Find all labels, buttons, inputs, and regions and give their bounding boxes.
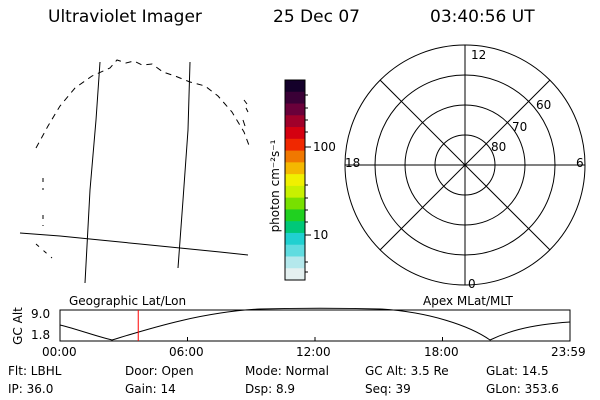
colorbar-tick-100: 100 bbox=[313, 140, 336, 154]
altitude-curve bbox=[59, 307, 571, 341]
apex-label: Apex MLat/MLT bbox=[423, 294, 513, 308]
lat-label-70: 70 bbox=[512, 120, 528, 134]
map-outline-dashed bbox=[35, 59, 251, 149]
mlt-label-12: 12 bbox=[471, 48, 487, 62]
colorbar-segment bbox=[285, 221, 305, 234]
info-gain: Gain: 14 bbox=[125, 382, 176, 396]
colorbar-segment bbox=[285, 103, 305, 116]
time-label: 03:40:56 UT bbox=[430, 7, 535, 27]
altitude-axis-title: GC Alt bbox=[11, 307, 25, 345]
info-mode: Mode: Normal bbox=[245, 364, 329, 378]
altitude-tick-9: 9.0 bbox=[31, 307, 51, 321]
longitude-line-west bbox=[84, 61, 101, 284]
colorbar-segment bbox=[285, 244, 305, 258]
colorbar-segments bbox=[285, 80, 305, 281]
colorbar-segment bbox=[285, 268, 305, 281]
longitude-line-east bbox=[177, 61, 191, 269]
time-tick-0000: 00:00 bbox=[42, 345, 77, 359]
mlt-label-6: 6 bbox=[576, 156, 584, 170]
colorbar-segment bbox=[285, 232, 305, 246]
colorbar-segment bbox=[285, 80, 305, 93]
time-tick-1200: 12:00 bbox=[296, 345, 331, 359]
colorbar-segment bbox=[285, 197, 305, 211]
colorbar-ticks bbox=[305, 94, 311, 273]
info-glat: GLat: 14.5 bbox=[486, 364, 549, 378]
map-left-edge-dashed bbox=[35, 178, 53, 259]
colorbar-segment bbox=[285, 115, 305, 128]
geographic-map-panel bbox=[19, 59, 251, 284]
altitude-plot-frame bbox=[59, 309, 571, 342]
mlt-label-18: 18 bbox=[345, 156, 361, 170]
latitude-line bbox=[19, 232, 249, 256]
date-label: 25 Dec 07 bbox=[273, 7, 360, 27]
colorbar-unit-label: photon cm⁻²s⁻¹ bbox=[268, 139, 282, 233]
colorbar-segment bbox=[285, 150, 305, 163]
info-flt: Flt: LBHL bbox=[8, 364, 62, 378]
colorbar-segment bbox=[285, 138, 305, 152]
mlt-label-0: 0 bbox=[468, 277, 476, 291]
colorbar-segment bbox=[285, 174, 305, 187]
colorbar-segment bbox=[285, 209, 305, 222]
altitude-timeline bbox=[59, 307, 571, 342]
info-glon: GLon: 353.6 bbox=[486, 382, 559, 396]
time-tick-1800: 18:00 bbox=[424, 345, 459, 359]
colorbar-segment bbox=[285, 162, 305, 175]
colorbar-tick-10: 10 bbox=[313, 228, 329, 242]
colorbar-segment bbox=[285, 256, 305, 269]
instrument-title: Ultraviolet Imager bbox=[48, 7, 202, 27]
info-door: Door: Open bbox=[125, 364, 194, 378]
altitude-tick-1-8: 1.8 bbox=[31, 328, 51, 342]
info-gc-alt: GC Alt: 3.5 Re bbox=[365, 364, 449, 378]
info-seq: Seq: 39 bbox=[365, 382, 411, 396]
time-tick-0600: 06:00 bbox=[169, 345, 204, 359]
colorbar-segment bbox=[285, 185, 305, 199]
time-tick-2359: 23:59 bbox=[551, 345, 586, 359]
colorbar-segment bbox=[285, 127, 305, 140]
info-ip: IP: 36.0 bbox=[8, 382, 54, 396]
altitude-x-ticks bbox=[187, 337, 443, 341]
polar-diagonal-2 bbox=[379, 79, 551, 251]
info-dsp: Dsp: 8.9 bbox=[245, 382, 296, 396]
colorbar bbox=[284, 79, 311, 281]
lat-label-80: 80 bbox=[491, 140, 507, 154]
colorbar-segment bbox=[285, 91, 305, 105]
lat-label-60: 60 bbox=[536, 98, 552, 112]
polar-plot bbox=[344, 44, 586, 286]
geographic-label: Geographic Lat/Lon bbox=[69, 294, 187, 308]
map-right-marks bbox=[242, 99, 249, 127]
